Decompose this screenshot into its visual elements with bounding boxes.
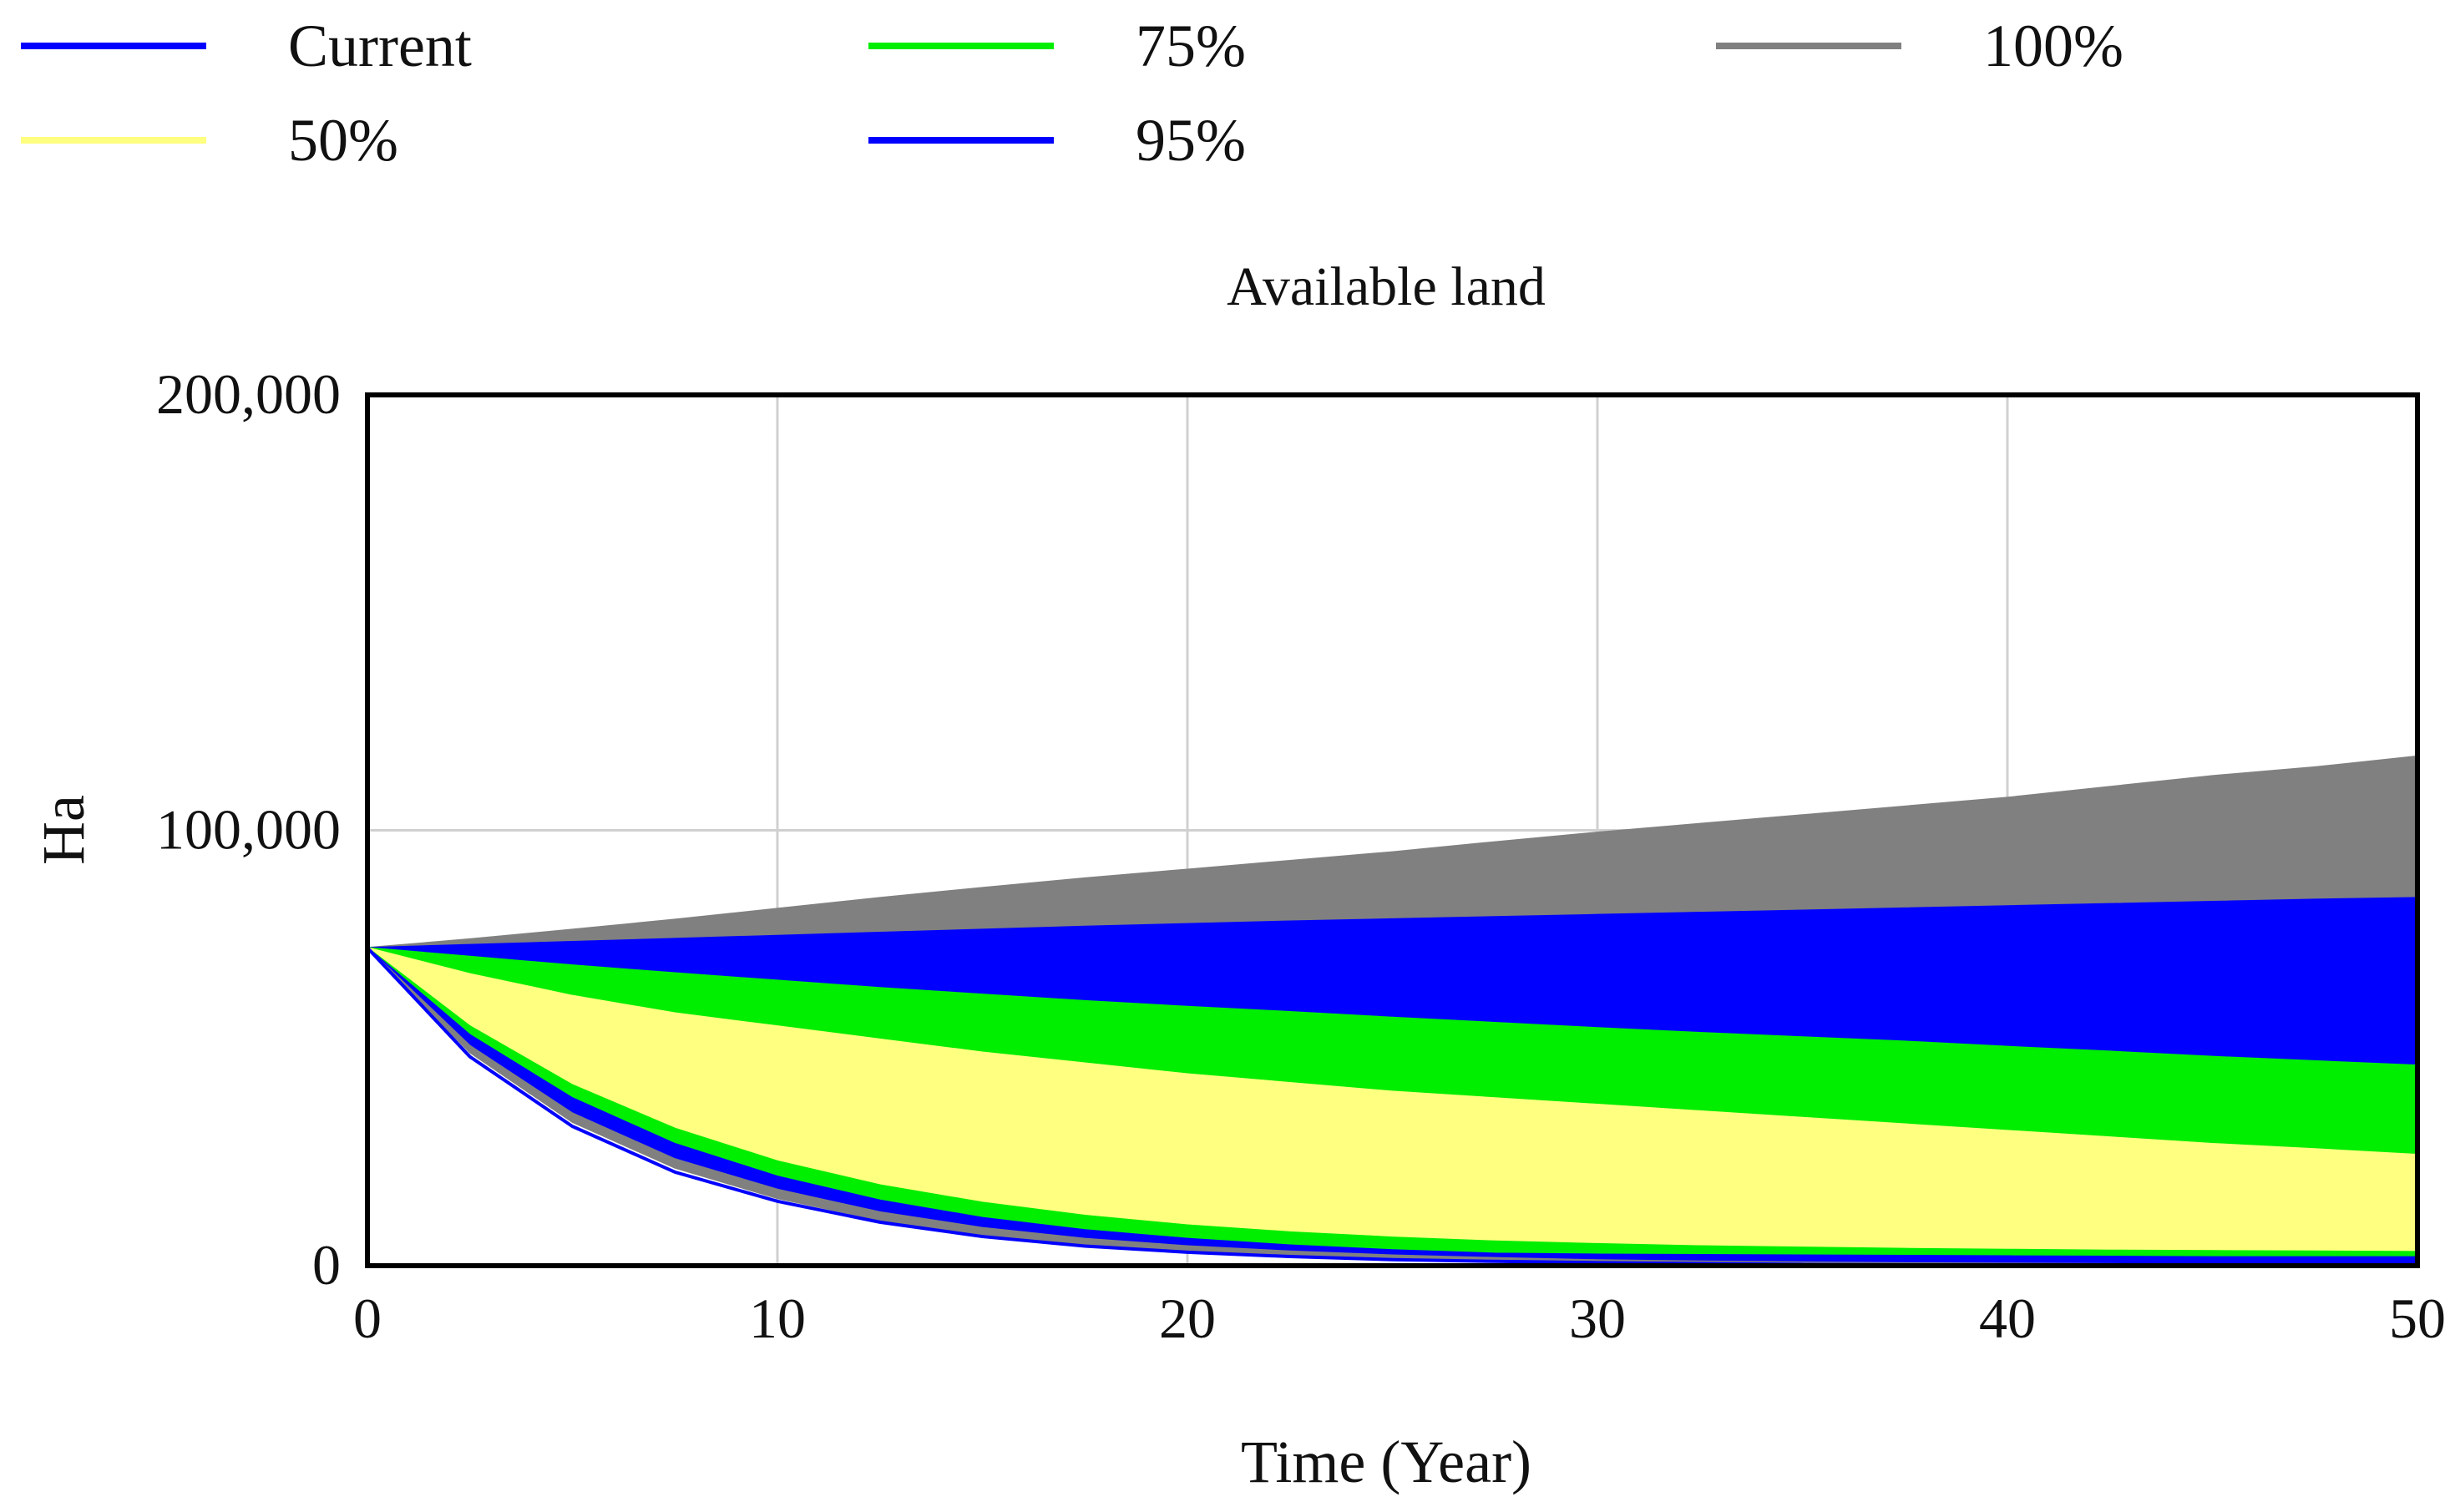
legend-label-current: Current [288, 13, 472, 79]
x-tick-label-50: 50 [2389, 1287, 2446, 1350]
y-tick-label-0: 0 [312, 1233, 341, 1297]
x-tick-label-40: 40 [1979, 1287, 2036, 1350]
data-bands [367, 755, 2418, 1267]
x-axis-label: Time (Year) [1241, 1429, 1531, 1495]
y-tick-label-200000: 200,000 [156, 362, 341, 426]
chart-title: Available land [1227, 256, 1546, 317]
legend-label-95: 95% [1136, 107, 1246, 174]
y-tick-labels: 0 100,000 200,000 [156, 362, 341, 1297]
x-tick-labels: 0 10 20 30 40 50 [353, 1287, 2446, 1350]
legend: Current 75% 100% 50% 95% [21, 13, 2123, 174]
x-tick-label-0: 0 [353, 1287, 382, 1350]
x-tick-label-30: 30 [1569, 1287, 1626, 1350]
legend-label-75: 75% [1136, 13, 1246, 79]
y-axis-label: Ha [30, 795, 97, 865]
plot-frame [365, 392, 2420, 1268]
x-tick-label-10: 10 [749, 1287, 806, 1350]
x-tick-label-20: 20 [1159, 1287, 1216, 1350]
y-tick-label-100000: 100,000 [156, 798, 341, 862]
legend-label-50: 50% [288, 107, 398, 174]
legend-label-100: 100% [1983, 13, 2123, 79]
